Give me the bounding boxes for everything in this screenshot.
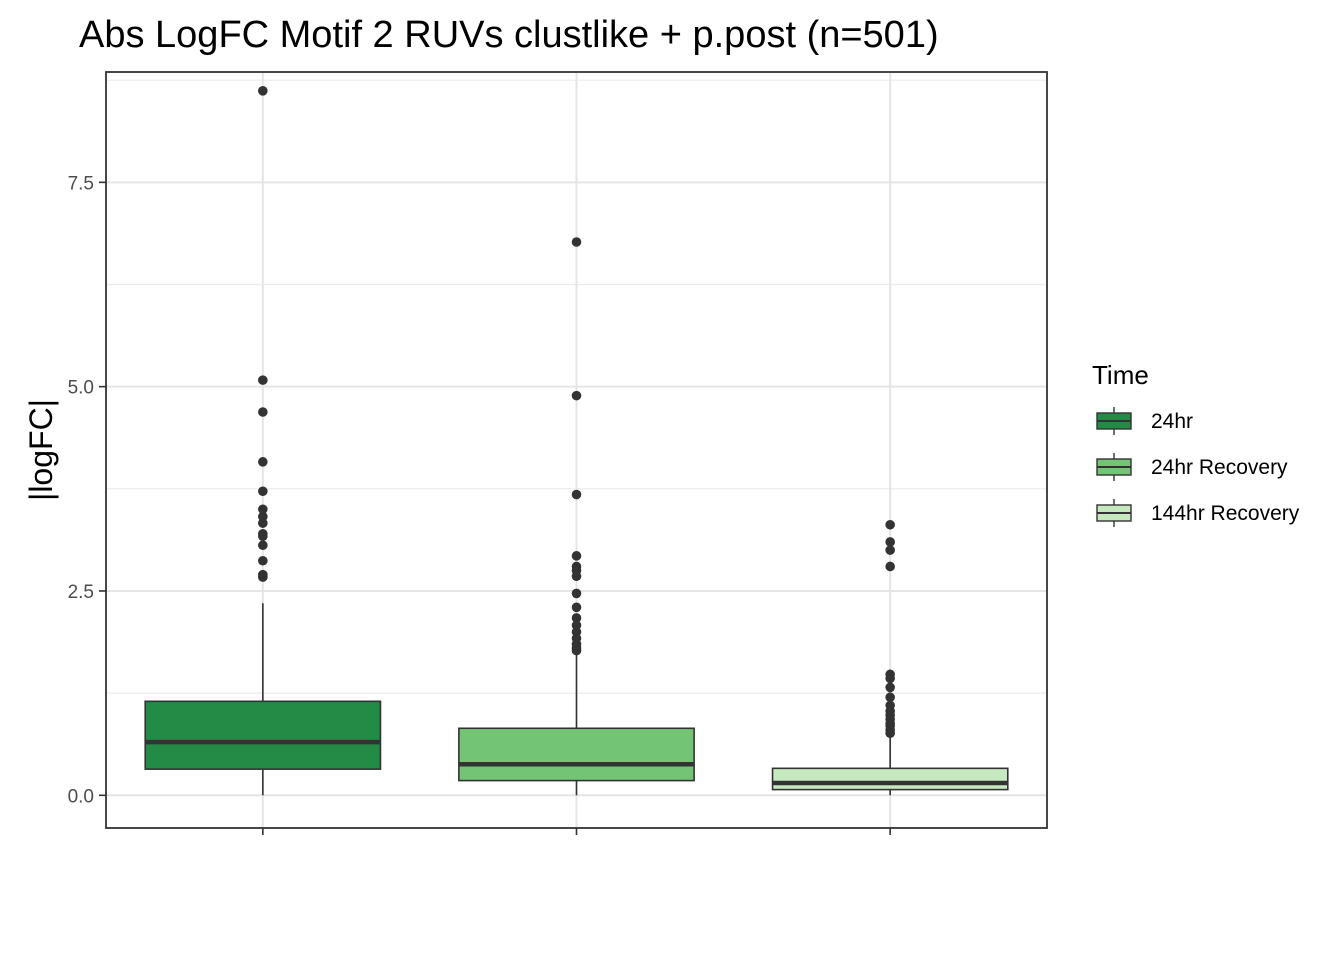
iqr-box: [458, 727, 695, 782]
outlier-point: [885, 545, 895, 555]
outlier-point: [258, 375, 268, 385]
box-3: [771, 519, 1009, 796]
outlier-point: [885, 682, 895, 693]
legend-item: 24hr Recovery: [1096, 453, 1288, 481]
outlier-point: [258, 457, 268, 467]
outlier-point: [258, 518, 268, 528]
outlier-point: [885, 561, 895, 572]
y-tick-label: 0.0: [68, 786, 94, 807]
box-layer: [144, 85, 1009, 796]
y-tick-label: 2.5: [68, 582, 94, 603]
outlier-point: [571, 237, 582, 247]
y-tick-label: 5.0: [68, 378, 94, 399]
iqr-box: [144, 700, 382, 770]
outlier-point: [258, 572, 268, 582]
outlier-point: [885, 519, 895, 530]
box-2: [458, 237, 695, 796]
outlier-point: [258, 486, 268, 497]
legend-label: 24hr: [1151, 410, 1193, 433]
outlier-point: [885, 537, 895, 547]
outlier-point: [258, 407, 268, 417]
outlier-point: [258, 85, 268, 96]
outlier-point: [258, 540, 268, 551]
outlier-point: [571, 602, 582, 613]
y-tick-label: 7.5: [68, 173, 94, 194]
y-axis-label: |logFC|: [23, 399, 59, 501]
outlier-point: [258, 555, 268, 566]
outlier-point: [885, 728, 895, 738]
box-1: [144, 85, 382, 796]
legend-item: 24hr: [1096, 407, 1193, 435]
outlier-point: [258, 504, 268, 515]
outlier-point: [571, 551, 582, 561]
outlier-point: [571, 613, 582, 623]
outlier-point: [571, 390, 582, 401]
outlier-point: [885, 692, 895, 703]
legend-label: 144hr Recovery: [1151, 502, 1300, 525]
iqr-box: [771, 767, 1009, 791]
legend: Time 24hr 24hr Recovery 144hr Recovery: [1092, 360, 1300, 527]
legend-label: 24hr Recovery: [1151, 456, 1288, 479]
outlier-point: [571, 571, 582, 582]
legend-item: 144hr Recovery: [1096, 499, 1300, 527]
outlier-point: [571, 588, 582, 599]
chart-title: Abs LogFC Motif 2 RUVs clustlike + p.pos…: [79, 14, 939, 56]
outlier-point: [885, 673, 895, 684]
outlier-point: [571, 489, 582, 500]
outlier-point: [571, 645, 582, 656]
axes: 0.0 2.5 5.0 7.5: [68, 173, 891, 835]
legend-title: Time: [1092, 360, 1149, 390]
outlier-point: [258, 531, 268, 542]
